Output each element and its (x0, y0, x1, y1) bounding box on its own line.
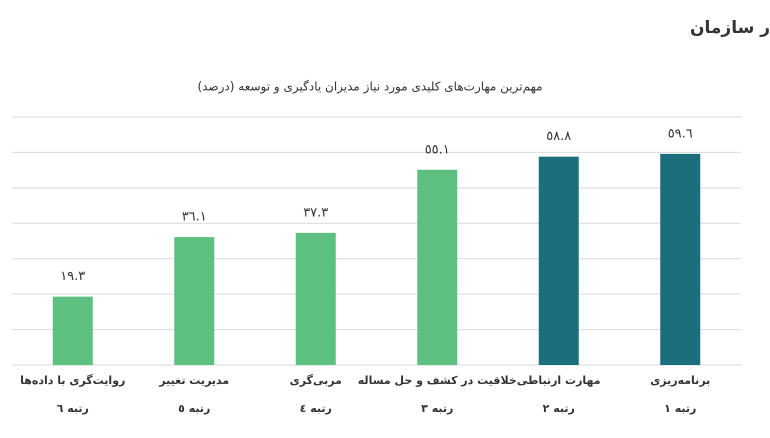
rank-label: رتبه ١ (664, 402, 696, 415)
value-label: ٥٨.٨ (546, 129, 571, 144)
rank-label: رتبه ٣ (421, 402, 453, 415)
rank-label: رتبه ٢ (543, 402, 575, 415)
bar (417, 169, 458, 365)
chart-subtitle: مهم‌ترین مهارت‌های کلیدی مورد نیاز مدیرا… (197, 80, 542, 95)
value-label: ٣٦.١ (182, 210, 207, 225)
x-tick-label: مدیریت تغییر (158, 374, 229, 387)
rank-label: رتبه ٦ (57, 402, 89, 415)
x-tick-label: روایت‌گری با داده‌ها (20, 374, 125, 387)
value-label: ٥٩.٦ (668, 126, 693, 141)
value-label: ١٩.٣ (60, 269, 85, 284)
value-label: ٣٧.٣ (303, 205, 328, 220)
bar (52, 296, 93, 365)
bar (174, 237, 215, 365)
chart-title: مهارت‌های کلیدی مورد نیاز مدیران یادگیری… (690, 17, 770, 38)
bar (538, 156, 579, 365)
x-tick-label: مربی‌گری (290, 374, 342, 387)
x-tick-label: مهارت ارتباطی (517, 374, 601, 387)
value-label: ٥٥.١ (425, 142, 450, 157)
bar (660, 153, 701, 365)
x-tick-label: برنامه‌ریزی (650, 374, 710, 387)
rank-label: رتبه ٥ (178, 402, 210, 415)
rank-label: رتبه ٤ (300, 402, 332, 415)
x-tick-label: خلاقیت در کشف و حل مساله (358, 374, 517, 387)
bar (295, 232, 336, 365)
